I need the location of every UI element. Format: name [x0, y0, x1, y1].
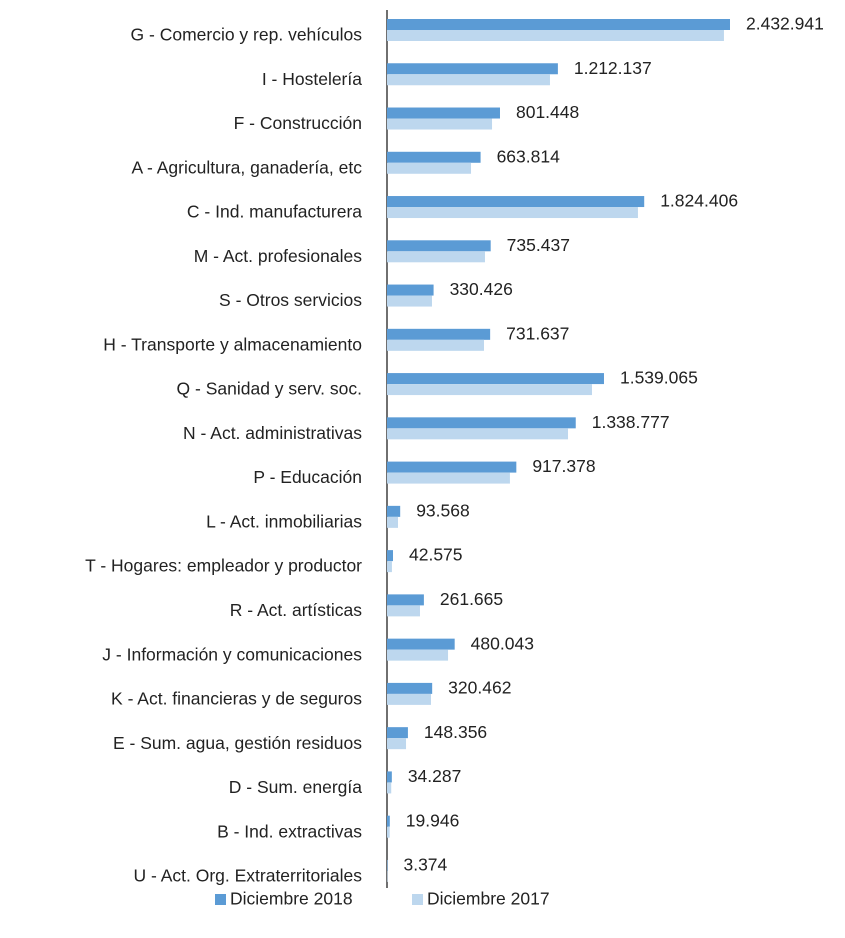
category-label: F - Construcción [234, 113, 362, 133]
category-label: N - Act. administrativas [183, 423, 362, 443]
value-label: 1.539.065 [620, 368, 698, 388]
category-label: S - Otros servicios [219, 290, 362, 310]
bar [387, 373, 604, 385]
bar [387, 605, 420, 617]
category-label: M - Act. profesionales [194, 246, 363, 266]
value-label: 320.462 [448, 678, 511, 698]
bar [387, 295, 432, 307]
category-label: H - Transporte y almacenamiento [103, 334, 362, 354]
value-label: 3.374 [403, 855, 447, 875]
bar [387, 19, 730, 30]
legend-swatch [215, 894, 226, 905]
bar [387, 826, 390, 838]
bar [387, 693, 431, 705]
category-label: C - Ind. manufacturera [187, 202, 362, 222]
value-label: 663.814 [497, 146, 561, 166]
category-label: J - Información y comunicaciones [102, 644, 362, 664]
value-label: 2.432.941 [746, 14, 824, 34]
category-label: B - Ind. extractivas [217, 821, 362, 841]
bar [387, 30, 724, 41]
bar [387, 240, 491, 252]
category-label: D - Sum. energía [229, 777, 363, 797]
bar [387, 638, 455, 650]
bar [387, 74, 550, 86]
bar [387, 550, 394, 562]
bar [387, 771, 392, 783]
category-label: A - Agricultura, ganadería, etc [131, 157, 362, 177]
bar [387, 207, 638, 219]
value-label: 1.824.406 [660, 191, 738, 211]
category-label: Q - Sanidad y serv. soc. [177, 379, 362, 399]
bar [387, 782, 392, 794]
value-label: 1.338.777 [592, 412, 670, 432]
bar [387, 516, 398, 528]
bar [387, 561, 392, 573]
legend-label: Diciembre 2018 [230, 889, 353, 909]
category-label: G - Comercio y rep. vehículos [131, 25, 363, 45]
bar [387, 107, 500, 119]
bar [387, 63, 558, 75]
bar [387, 594, 424, 606]
bar [387, 649, 449, 661]
bar [387, 472, 510, 484]
value-label: 480.043 [471, 633, 534, 653]
category-label: T - Hogares: empleador y productor [85, 556, 362, 576]
bar [387, 284, 434, 296]
category-label: L - Act. inmobiliarias [206, 511, 362, 531]
category-label: E - Sum. agua, gestión residuos [113, 733, 362, 753]
bar [387, 196, 645, 208]
bar [387, 417, 576, 429]
bar [387, 727, 408, 739]
category-label: R - Act. artísticas [230, 600, 362, 620]
bar [387, 682, 433, 694]
bar [387, 162, 472, 174]
bar [387, 815, 390, 827]
bar [387, 251, 485, 263]
category-label: P - Educación [253, 467, 362, 487]
legend-swatch [412, 894, 423, 905]
value-label: 801.448 [516, 102, 579, 122]
bar [387, 339, 484, 351]
value-label: 917.378 [532, 456, 595, 476]
bar [387, 505, 401, 517]
bar [387, 738, 407, 750]
value-label: 735.437 [507, 235, 570, 255]
value-label: 19.946 [406, 810, 460, 830]
bar [387, 328, 491, 340]
bar [387, 118, 493, 130]
value-label: 731.637 [506, 323, 569, 343]
bar [387, 428, 569, 440]
value-label: 42.575 [409, 545, 463, 565]
bar [387, 151, 481, 163]
category-label: K - Act. financieras y de seguros [111, 689, 362, 709]
category-label: I - Hostelería [262, 69, 362, 89]
value-label: 261.665 [440, 589, 503, 609]
value-label: 34.287 [408, 766, 462, 786]
value-label: 330.426 [450, 279, 513, 299]
value-label: 93.568 [416, 500, 470, 520]
category-label: U - Act. Org. Extraterritoriales [133, 866, 362, 886]
value-label: 148.356 [424, 722, 487, 742]
legend-label: Diciembre 2017 [427, 889, 550, 909]
value-label: 1.212.137 [574, 58, 652, 78]
bar [387, 461, 517, 473]
bar [387, 384, 592, 396]
